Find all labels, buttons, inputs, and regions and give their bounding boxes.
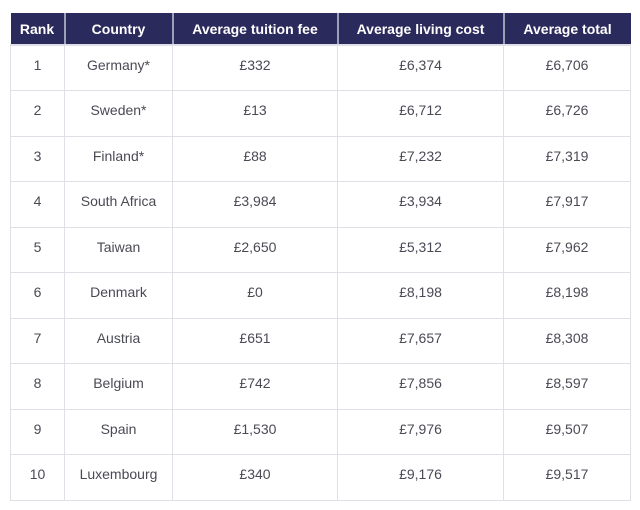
cell-tuition: £651 (172, 317, 338, 364)
cell-living: £3,934 (337, 181, 504, 228)
cell-country: Austria (64, 317, 173, 364)
cell-country: Spain (64, 408, 173, 455)
cell-living: £7,657 (337, 317, 504, 364)
cell-rank: 8 (10, 363, 65, 410)
column-header-rank: Rank (10, 13, 66, 46)
table-row: 8 Belgium £742 £7,856 £8,597 (10, 363, 631, 410)
cell-total: £6,726 (503, 90, 631, 137)
cell-tuition: £1,530 (172, 408, 338, 455)
cell-tuition: £13 (172, 90, 338, 137)
cell-rank: 9 (10, 408, 65, 455)
cell-rank: 2 (10, 90, 65, 137)
table-row: 10 Luxembourg £340 £9,176 £9,517 (10, 454, 631, 501)
cell-rank: 7 (10, 317, 65, 364)
cell-country: Denmark (64, 272, 173, 319)
cell-living: £7,856 (337, 363, 504, 410)
table-row: 9 Spain £1,530 £7,976 £9,507 (10, 408, 631, 455)
table-row: 2 Sweden* £13 £6,712 £6,726 (10, 90, 631, 137)
cell-total: £7,962 (503, 226, 631, 273)
cell-total: £8,198 (503, 272, 631, 319)
cell-living: £9,176 (337, 454, 504, 501)
table-header: Rank Country Average tuition fee Average… (10, 13, 631, 46)
cell-rank: 10 (10, 454, 65, 501)
cell-rank: 5 (10, 226, 65, 273)
cell-tuition: £742 (172, 363, 338, 410)
table-row: 5 Taiwan £2,650 £5,312 £7,962 (10, 226, 631, 273)
cell-living: £7,232 (337, 135, 504, 182)
cell-total: £7,917 (503, 181, 631, 228)
cell-country: Luxembourg (64, 454, 173, 501)
cell-rank: 3 (10, 135, 65, 182)
cell-country: Taiwan (64, 226, 173, 273)
cell-country: Finland* (64, 135, 173, 182)
study-cost-table: Rank Country Average tuition fee Average… (10, 13, 631, 501)
cell-country: South Africa (64, 181, 173, 228)
cell-total: £8,308 (503, 317, 631, 364)
cell-living: £8,198 (337, 272, 504, 319)
column-header-living: Average living cost (337, 13, 505, 46)
cell-rank: 4 (10, 181, 65, 228)
cell-living: £6,712 (337, 90, 504, 137)
cell-tuition: £2,650 (172, 226, 338, 273)
table-row: 6 Denmark £0 £8,198 £8,198 (10, 272, 631, 319)
table-row: 1 Germany* £332 £6,374 £6,706 (10, 45, 631, 91)
column-header-tuition: Average tuition fee (172, 13, 339, 46)
cell-total: £7,319 (503, 135, 631, 182)
cell-living: £7,976 (337, 408, 504, 455)
cell-tuition: £340 (172, 454, 338, 501)
cell-tuition: £0 (172, 272, 338, 319)
table-row: 7 Austria £651 £7,657 £8,308 (10, 317, 631, 364)
cell-total: £8,597 (503, 363, 631, 410)
table-row: 4 South Africa £3,984 £3,934 £7,917 (10, 181, 631, 228)
cell-tuition: £88 (172, 135, 338, 182)
column-header-total: Average total (503, 13, 631, 46)
cost-table-container: Rank Country Average tuition fee Average… (10, 13, 631, 501)
cell-tuition: £3,984 (172, 181, 338, 228)
table-row: 3 Finland* £88 £7,232 £7,319 (10, 135, 631, 182)
header-row: Rank Country Average tuition fee Average… (10, 13, 631, 46)
table-body: 1 Germany* £332 £6,374 £6,706 2 Sweden* … (10, 45, 631, 501)
cell-living: £6,374 (337, 45, 504, 91)
cell-total: £6,706 (503, 45, 631, 91)
cell-country: Germany* (64, 45, 173, 91)
cell-total: £9,517 (503, 454, 631, 501)
cell-total: £9,507 (503, 408, 631, 455)
cell-rank: 1 (10, 45, 65, 91)
cell-living: £5,312 (337, 226, 504, 273)
column-header-country: Country (64, 13, 174, 46)
cell-rank: 6 (10, 272, 65, 319)
cell-country: Sweden* (64, 90, 173, 137)
cell-tuition: £332 (172, 45, 338, 91)
cell-country: Belgium (64, 363, 173, 410)
